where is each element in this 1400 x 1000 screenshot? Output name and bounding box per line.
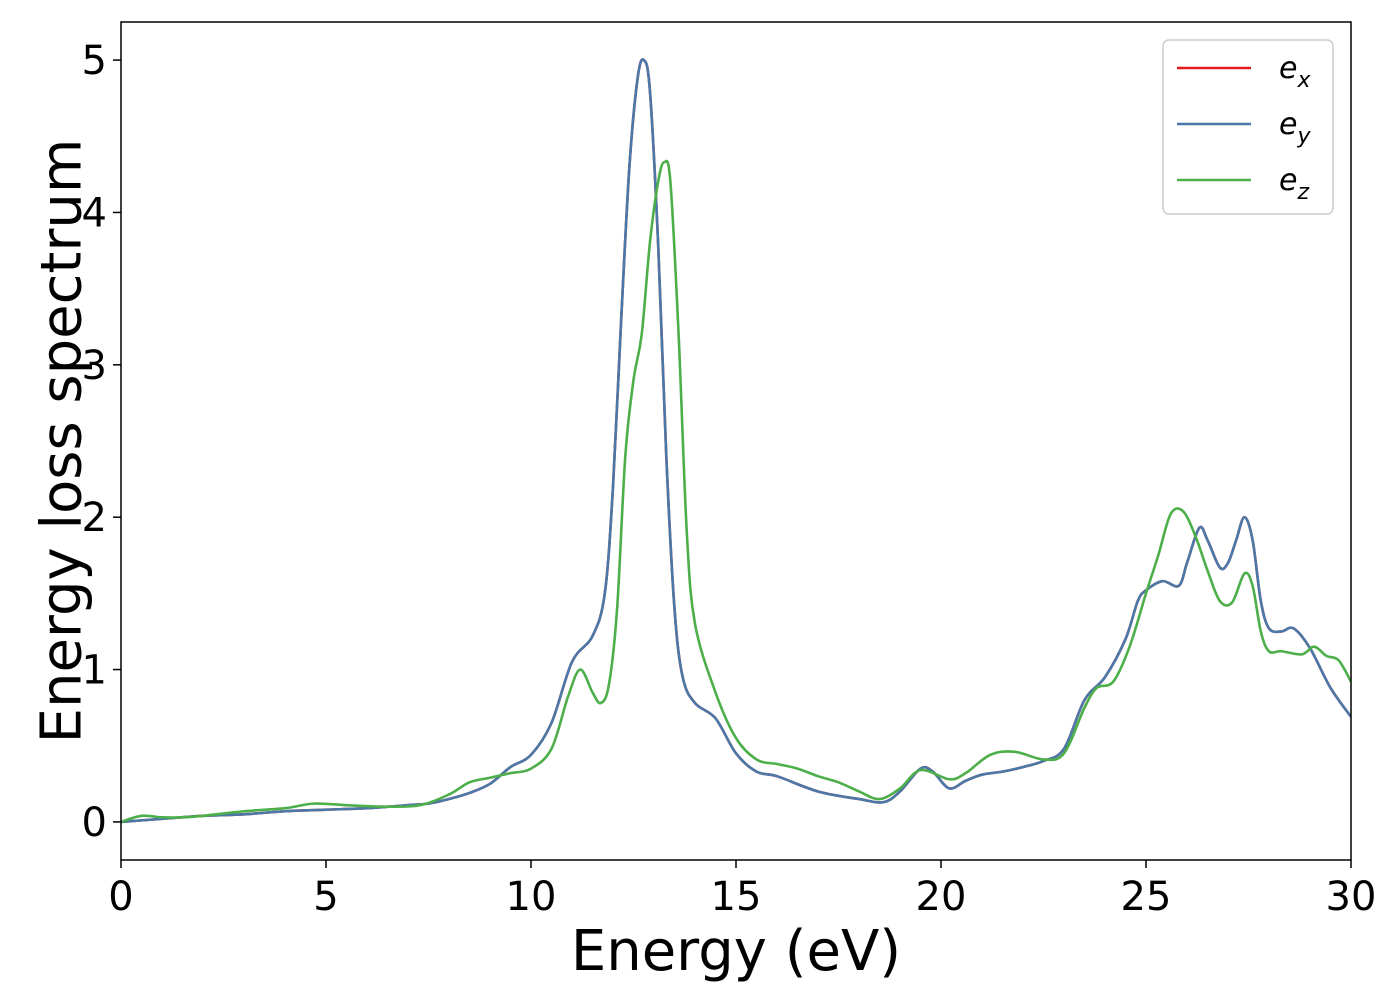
legend-label: ez <box>1279 163 1309 205</box>
y-tick-label: 3 <box>82 343 107 389</box>
x-tick-label: 25 <box>1121 874 1172 920</box>
series-line-e-y <box>121 58 1351 824</box>
y-tick-label: 0 <box>82 800 107 846</box>
x-tick-label: 20 <box>916 874 967 920</box>
x-tick-label: 10 <box>506 874 557 920</box>
legend-box <box>1162 39 1334 215</box>
x-tick-label: 5 <box>313 874 338 920</box>
legend: ex ey ez <box>1162 39 1334 215</box>
x-tick-label: 0 <box>108 874 133 920</box>
axis-layer: 0 5 10 15 20 25 30 0 1 2 3 4 5 <box>82 38 1377 920</box>
series-layer <box>121 58 1351 824</box>
x-axis-label: Energy (eV) <box>571 919 901 984</box>
legend-label: ey <box>1279 107 1311 149</box>
x-tick-label: 30 <box>1326 874 1377 920</box>
series-line-e-z <box>121 159 1351 824</box>
y-tick-label: 4 <box>82 190 107 236</box>
y-axis-label: Energy loss spectrum <box>30 139 95 744</box>
y-tick-label: 5 <box>82 38 107 84</box>
y-tick-label: 1 <box>82 648 107 694</box>
x-tick-label: 15 <box>711 874 762 920</box>
legend-label: ex <box>1279 51 1311 93</box>
y-tick-label: 2 <box>82 495 107 541</box>
